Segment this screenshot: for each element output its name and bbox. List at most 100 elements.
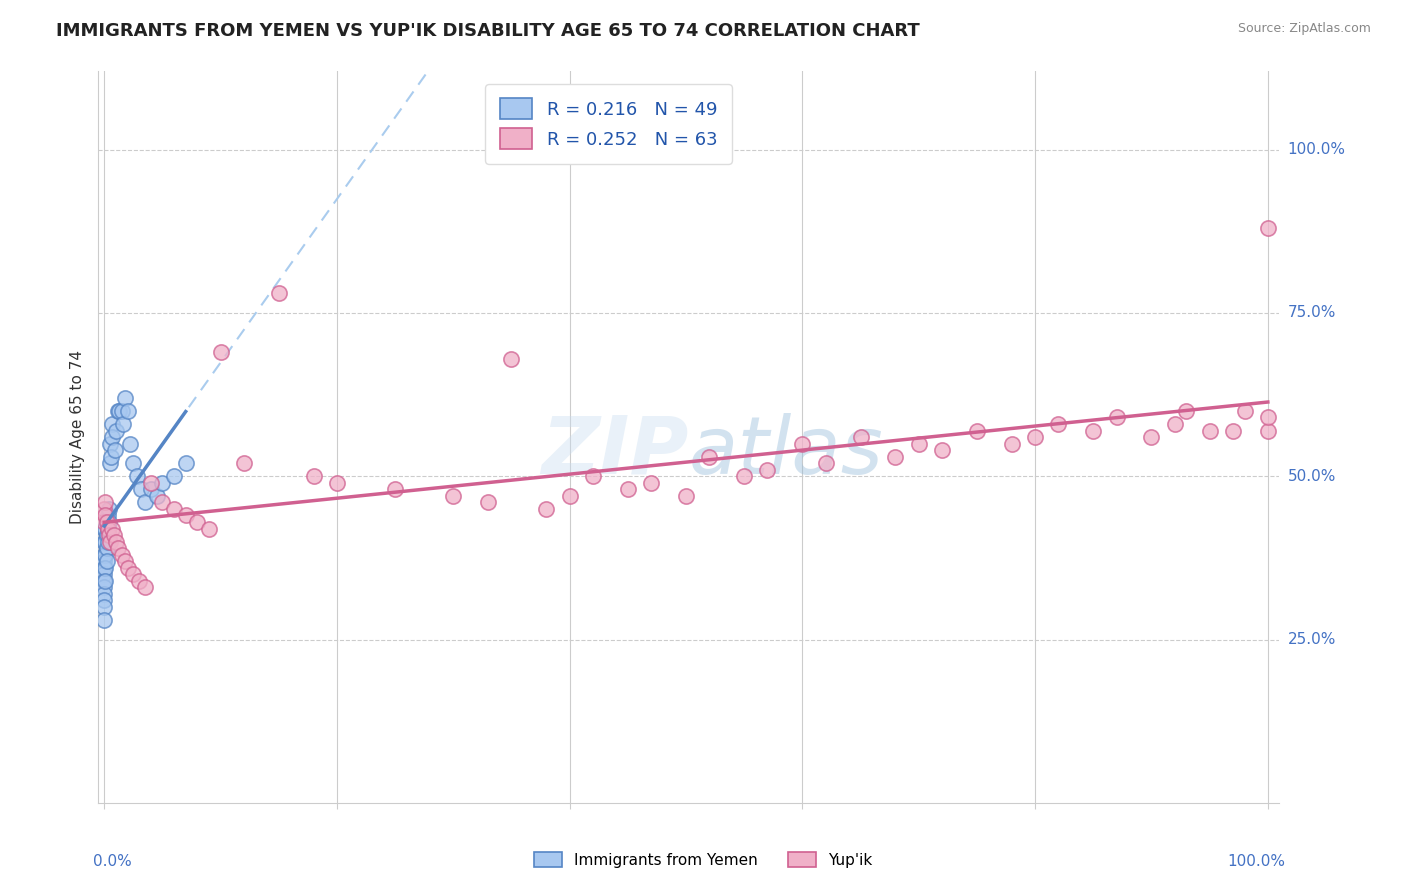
Point <box>114 554 136 568</box>
Text: IMMIGRANTS FROM YEMEN VS YUP'IK DISABILITY AGE 65 TO 74 CORRELATION CHART: IMMIGRANTS FROM YEMEN VS YUP'IK DISABILI… <box>56 22 920 40</box>
Point <box>174 456 197 470</box>
Point <box>640 475 662 490</box>
Point <box>96 541 118 555</box>
Text: atlas: atlas <box>689 413 884 491</box>
Point <box>134 580 156 594</box>
Point <box>198 521 221 535</box>
Point <box>117 404 139 418</box>
Point <box>93 574 115 588</box>
Point <box>1047 417 1070 431</box>
Point <box>104 534 127 549</box>
Point <box>267 286 290 301</box>
Point <box>97 502 120 516</box>
Point <box>101 430 124 444</box>
Point <box>98 456 121 470</box>
Point <box>884 450 907 464</box>
Point <box>118 436 141 450</box>
Point <box>1024 430 1046 444</box>
Point <box>111 404 134 418</box>
Point <box>94 560 117 574</box>
Point <box>163 502 186 516</box>
Point <box>117 560 139 574</box>
Point <box>94 495 117 509</box>
Point <box>558 489 581 503</box>
Point <box>94 534 117 549</box>
Text: 25.0%: 25.0% <box>1288 632 1336 647</box>
Point <box>232 456 254 470</box>
Point <box>111 548 134 562</box>
Point <box>582 469 605 483</box>
Point <box>697 450 720 464</box>
Point <box>93 521 115 535</box>
Point <box>326 475 349 490</box>
Point <box>93 593 115 607</box>
Point <box>128 574 150 588</box>
Point <box>477 495 499 509</box>
Text: 50.0%: 50.0% <box>1288 469 1336 483</box>
Point <box>733 469 755 483</box>
Point <box>93 587 115 601</box>
Point <box>114 391 136 405</box>
Y-axis label: Disability Age 65 to 74: Disability Age 65 to 74 <box>70 350 86 524</box>
Point <box>131 483 153 497</box>
Text: Source: ZipAtlas.com: Source: ZipAtlas.com <box>1237 22 1371 36</box>
Point <box>441 489 464 503</box>
Point <box>849 430 872 444</box>
Point <box>756 463 779 477</box>
Point <box>675 489 697 503</box>
Point <box>931 443 953 458</box>
Point <box>94 574 117 588</box>
Point <box>1222 424 1244 438</box>
Point <box>97 534 120 549</box>
Legend: R = 0.216   N = 49, R = 0.252   N = 63: R = 0.216 N = 49, R = 0.252 N = 63 <box>485 84 733 163</box>
Point <box>122 567 145 582</box>
Point <box>97 521 120 535</box>
Point <box>93 534 115 549</box>
Point <box>94 521 117 535</box>
Point <box>125 469 148 483</box>
Point <box>907 436 929 450</box>
Point <box>93 502 115 516</box>
Point <box>93 560 115 574</box>
Point <box>93 599 115 614</box>
Point <box>93 613 115 627</box>
Text: ZIP: ZIP <box>541 413 689 491</box>
Point <box>139 483 162 497</box>
Point <box>97 508 120 523</box>
Legend: Immigrants from Yemen, Yup'ik: Immigrants from Yemen, Yup'ik <box>526 844 880 875</box>
Point <box>100 450 122 464</box>
Point <box>163 469 186 483</box>
Point <box>104 424 127 438</box>
Point <box>501 351 523 366</box>
Point <box>792 436 814 450</box>
Point <box>101 417 124 431</box>
Point <box>139 475 162 490</box>
Point <box>96 554 118 568</box>
Point <box>134 495 156 509</box>
Point <box>96 515 118 529</box>
Point <box>107 404 129 418</box>
Point <box>108 404 131 418</box>
Point <box>96 515 118 529</box>
Point <box>617 483 640 497</box>
Point <box>145 489 167 503</box>
Point <box>1257 424 1279 438</box>
Point <box>93 567 115 582</box>
Point <box>1257 410 1279 425</box>
Point <box>152 495 174 509</box>
Text: 75.0%: 75.0% <box>1288 305 1336 320</box>
Point <box>1001 436 1024 450</box>
Point <box>186 515 208 529</box>
Point <box>384 483 406 497</box>
Point <box>1175 404 1198 418</box>
Point <box>209 345 232 359</box>
Point <box>103 528 125 542</box>
Point <box>814 456 837 470</box>
Point <box>94 548 117 562</box>
Point <box>1140 430 1163 444</box>
Text: 100.0%: 100.0% <box>1227 854 1285 869</box>
Point <box>111 417 134 431</box>
Point <box>93 580 115 594</box>
Point <box>98 534 121 549</box>
Point <box>1164 417 1187 431</box>
